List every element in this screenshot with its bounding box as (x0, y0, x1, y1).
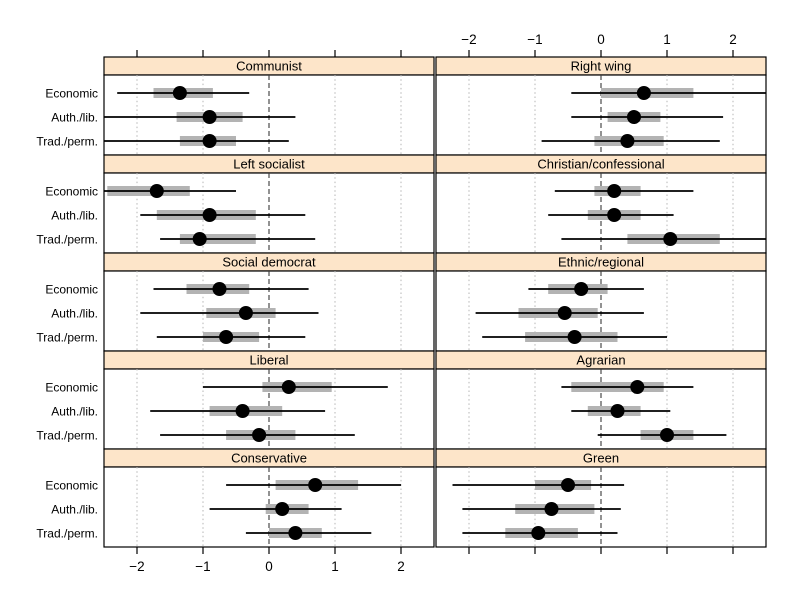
strip-title: Agrarian (576, 353, 625, 368)
top-axis-tick-label: 1 (663, 32, 671, 47)
top-axis-tick-label: 0 (597, 32, 605, 47)
panel-christian-confessional (435, 154, 767, 254)
panel-left-socialist (103, 154, 435, 254)
estimate-dot-trad-perm (192, 232, 207, 246)
strip-title: Conservative (231, 451, 307, 466)
estimate-dot-auth-lib (202, 110, 217, 124)
strip-title: Communist (236, 59, 302, 74)
estimate-dot-auth-lib (607, 208, 622, 222)
top-axis-tick-label: −2 (461, 32, 476, 47)
category-label: Trad./perm. (36, 527, 98, 541)
estimate-dot-auth-lib (235, 404, 250, 418)
estimate-dot-auth-lib (610, 404, 625, 418)
bottom-axis-tick-label: 2 (397, 559, 405, 574)
bottom-axis-tick-label: 0 (265, 559, 273, 574)
estimate-dot-trad-perm (620, 134, 635, 148)
category-label: Economic (45, 479, 98, 493)
estimate-dot-auth-lib (275, 502, 290, 516)
category-label: Auth./lib. (51, 111, 98, 125)
category-label: Auth./lib. (51, 307, 98, 321)
estimate-dot-economic (607, 184, 622, 198)
panel-communist (103, 56, 435, 156)
strip-title: Christian/confessional (537, 157, 664, 172)
strip-title: Liberal (249, 353, 288, 368)
estimate-dot-auth-lib (238, 306, 253, 320)
estimate-dot-auth-lib (557, 306, 572, 320)
estimate-dot-trad-perm (219, 330, 234, 344)
estimate-dot-economic (149, 184, 164, 198)
top-axis-tick-label: −1 (527, 32, 542, 47)
category-label: Trad./perm. (36, 135, 98, 149)
top-axis-tick-label: 2 (729, 32, 737, 47)
estimate-dot-trad-perm (252, 428, 267, 442)
estimate-dot-auth-lib (627, 110, 641, 124)
panel-conservative (103, 448, 435, 548)
estimate-dot-economic (172, 86, 187, 100)
estimate-dot-economic (308, 478, 323, 492)
category-label: Economic (45, 283, 98, 297)
estimate-dot-trad-perm (531, 526, 546, 540)
estimate-dot-trad-perm (663, 232, 678, 246)
estimate-dot-auth-lib (202, 208, 217, 222)
estimate-dot-trad-perm (567, 330, 582, 344)
bottom-axis-tick-label: −1 (195, 559, 210, 574)
panel-ethnic-regional (435, 252, 767, 352)
estimate-dot-economic (630, 380, 645, 394)
category-label: Trad./perm. (36, 429, 98, 443)
bottom-axis-tick-label: −2 (129, 559, 144, 574)
estimate-dot-trad-perm (202, 134, 217, 148)
estimate-dot-economic (636, 86, 651, 100)
category-label: Auth./lib. (51, 503, 98, 517)
category-label: Economic (45, 381, 98, 395)
category-label: Economic (45, 185, 98, 199)
estimate-dot-auth-lib (544, 502, 559, 516)
category-label: Economic (45, 87, 98, 101)
strip-title: Social democrat (222, 255, 316, 270)
bottom-axis-tick-label: 1 (331, 559, 339, 574)
estimate-dot-trad-perm (660, 428, 674, 442)
estimate-dot-economic (281, 380, 296, 394)
strip-title: Right wing (571, 59, 632, 74)
category-label: Trad./perm. (36, 331, 98, 345)
panel-right-wing (435, 56, 767, 156)
panel-green (435, 448, 767, 548)
category-label: Auth./lib. (51, 209, 98, 223)
panel-social-democrat (103, 252, 435, 352)
estimate-dot-economic (212, 282, 227, 296)
panel-agrarian (435, 350, 767, 450)
strip-title: Green (583, 451, 619, 466)
estimate-dot-economic (561, 478, 575, 492)
estimate-dot-trad-perm (288, 526, 303, 540)
strip-title: Ethnic/regional (558, 255, 644, 270)
estimate-dot-economic (574, 282, 589, 296)
category-label: Trad./perm. (36, 233, 98, 247)
panel-liberal (103, 350, 435, 450)
category-label: Auth./lib. (51, 405, 98, 419)
strip-title: Left socialist (233, 157, 305, 172)
